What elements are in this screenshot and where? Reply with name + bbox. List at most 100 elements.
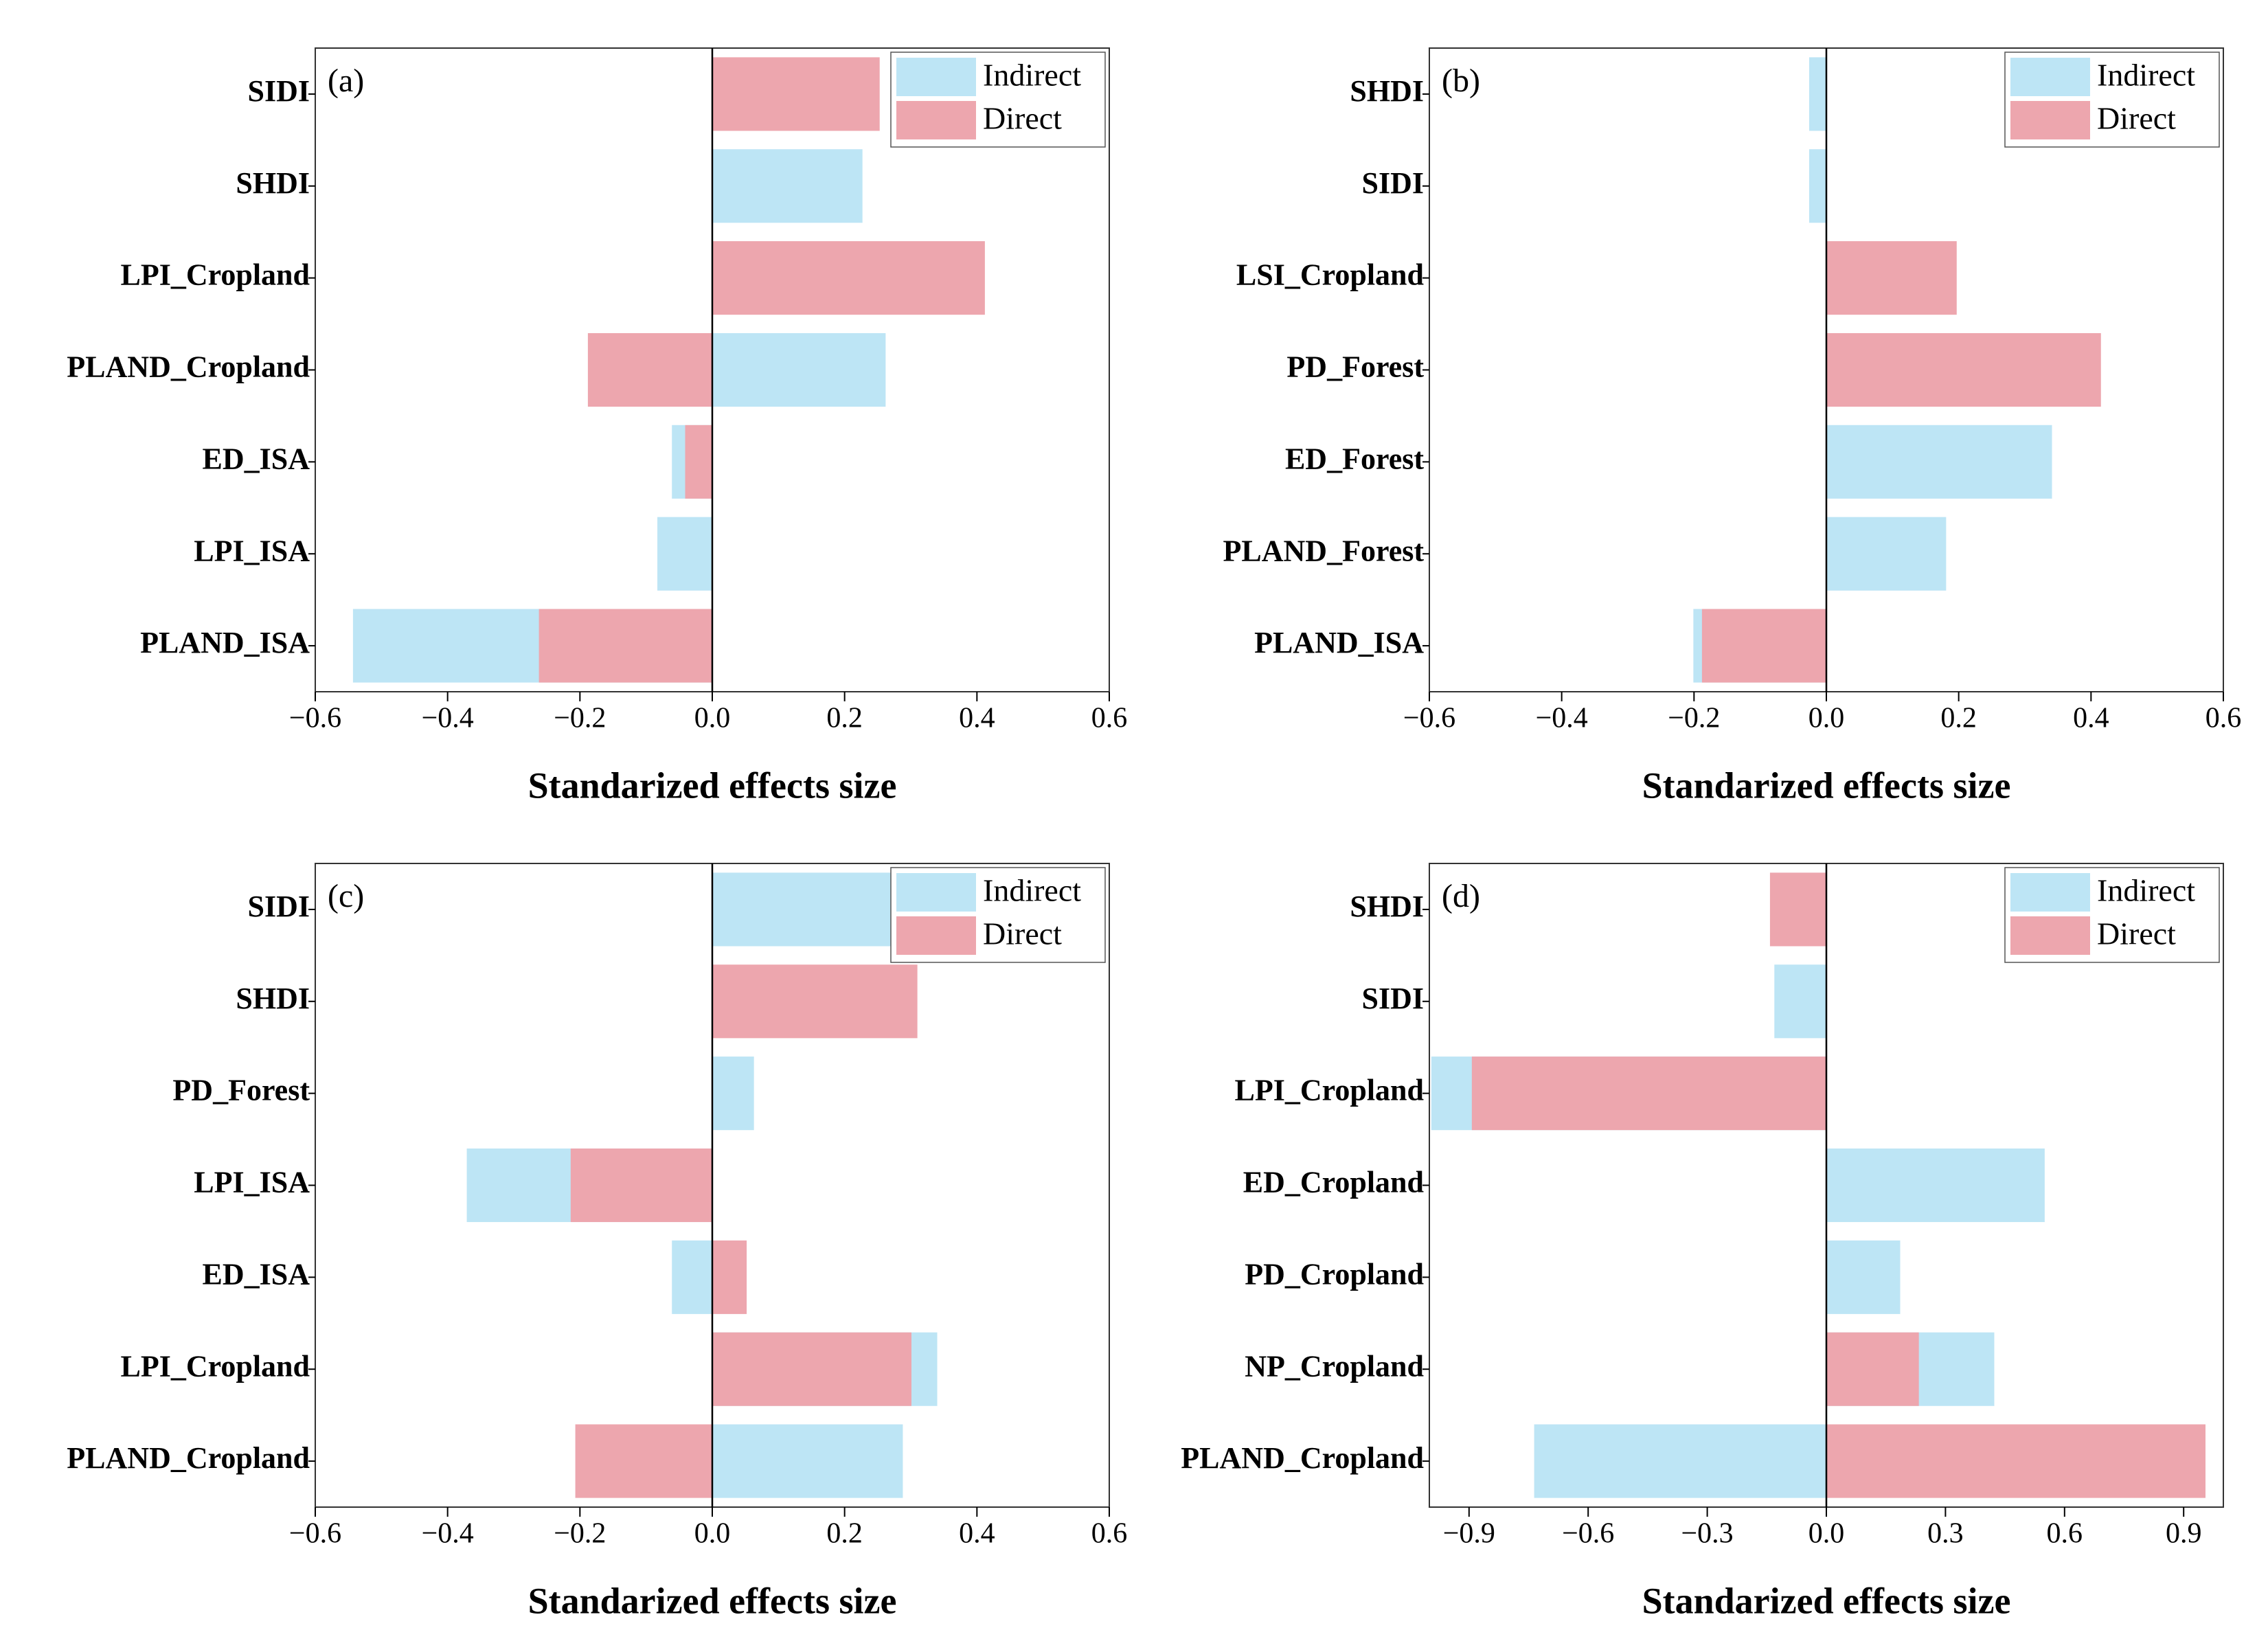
x-axis-label: Standarized effects size [528, 765, 897, 806]
x-tick-label: −0.2 [1668, 703, 1720, 734]
x-tick-label: −0.6 [1403, 703, 1455, 734]
bar [1826, 241, 1957, 315]
y-tick-label: PLAND_ISA [1254, 626, 1424, 659]
legend-label: Indirect [2097, 58, 2195, 93]
y-tick-label: LSI_Cropland [1236, 258, 1424, 292]
legend-swatch [896, 916, 976, 955]
bar [1826, 517, 1947, 591]
legend-swatch [2010, 101, 2090, 139]
x-tick-label: 0.6 [1091, 1518, 1128, 1550]
y-tick-label: PLAND_Cropland [67, 350, 310, 384]
bar [575, 1424, 712, 1498]
panel-label: (a) [328, 63, 364, 99]
legend-label: Direct [983, 101, 1062, 136]
bar [712, 1424, 903, 1498]
x-tick-label: −0.4 [422, 703, 474, 734]
x-tick-label: 0.0 [694, 703, 731, 734]
legend-swatch [2010, 916, 2090, 955]
x-tick-label: −0.3 [1681, 1518, 1734, 1550]
y-tick-label: ED_ISA [203, 1257, 310, 1291]
bar [712, 1240, 747, 1314]
y-tick-label: NP_Cropland [1245, 1349, 1424, 1383]
bar [712, 149, 863, 223]
y-tick-label: ED_Forest [1285, 442, 1424, 475]
bar [712, 1056, 754, 1131]
y-tick-label: LPI_Cropland [121, 258, 310, 292]
y-tick-label: PLAND_Cropland [1181, 1441, 1424, 1475]
legend-label: Direct [2097, 101, 2176, 136]
x-tick-label: 0.6 [1091, 703, 1128, 734]
y-tick-label: SIDI [248, 74, 310, 108]
y-tick-label: ED_Cropland [1243, 1166, 1424, 1199]
x-tick-label: 0.0 [1808, 703, 1845, 734]
x-tick-label: 0.0 [1808, 1518, 1845, 1550]
bar [657, 517, 712, 591]
x-tick-label: −0.2 [554, 1518, 606, 1550]
y-tick-label: LPI_ISA [194, 534, 310, 567]
y-tick-label: PD_Cropland [1245, 1257, 1424, 1291]
bar [1471, 1056, 1826, 1131]
x-tick-label: 0.4 [959, 703, 995, 734]
bar [1826, 425, 2052, 499]
x-axis-label: Standarized effects size [1642, 765, 2011, 806]
bar [1826, 332, 2101, 407]
x-tick-label: 0.6 [2205, 703, 2242, 734]
y-tick-label: PD_Forest [172, 1074, 310, 1107]
legend-label: Direct [2097, 916, 2176, 951]
x-tick-label: −0.6 [289, 703, 341, 734]
panel-label: (d) [1442, 878, 1480, 914]
y-tick-label: PLAND_ISA [140, 626, 310, 659]
y-tick-label: SIDI [1362, 166, 1425, 200]
x-tick-label: −0.2 [554, 703, 606, 734]
bar [1774, 964, 1826, 1039]
legend-label: Indirect [2097, 873, 2195, 908]
bar [1808, 57, 1826, 131]
x-tick-label: −0.9 [1443, 1518, 1495, 1550]
bar [1826, 1332, 1919, 1406]
bar [1769, 872, 1826, 947]
bar [538, 609, 712, 683]
y-tick-label: ED_ISA [203, 442, 310, 475]
bar [712, 1332, 911, 1406]
x-tick-label: −0.4 [422, 1518, 474, 1550]
bar [1826, 1240, 1901, 1314]
x-tick-label: 0.2 [826, 703, 863, 734]
bar [1534, 1424, 1826, 1498]
y-tick-label: LPI_Cropland [121, 1349, 310, 1383]
panel-label: (c) [328, 878, 364, 914]
bar [1826, 1148, 2045, 1223]
x-tick-label: 0.4 [2073, 703, 2109, 734]
y-tick-label: SHDI [1350, 74, 1424, 108]
legend-label: Direct [983, 916, 1062, 951]
y-tick-label: PLAND_Forest [1223, 534, 1425, 567]
x-tick-label: −0.6 [1562, 1518, 1614, 1550]
y-tick-label: LPI_Cropland [1235, 1074, 1425, 1107]
legend-swatch [896, 58, 976, 96]
bar [712, 241, 985, 315]
y-tick-label: SIDI [248, 890, 310, 923]
x-tick-label: 0.9 [2166, 1518, 2202, 1550]
legend-label: Indirect [983, 873, 1081, 908]
y-tick-label: PLAND_Cropland [67, 1441, 310, 1475]
legend-swatch [896, 101, 976, 139]
legend-swatch [896, 873, 976, 912]
legend-swatch [2010, 58, 2090, 96]
x-tick-label: −0.4 [1536, 703, 1588, 734]
x-tick-label: −0.6 [289, 1518, 341, 1550]
bar [685, 425, 712, 499]
bar [587, 332, 712, 407]
bar [712, 57, 880, 131]
legend-label: Indirect [983, 58, 1081, 93]
panel-label: (b) [1442, 63, 1480, 99]
x-axis-label: Standarized effects size [528, 1580, 897, 1621]
y-tick-label: PD_Forest [1286, 350, 1424, 384]
y-tick-label: LPI_ISA [194, 1166, 310, 1199]
x-tick-label: 0.3 [1927, 1518, 1964, 1550]
x-tick-label: 0.6 [2047, 1518, 2083, 1550]
x-tick-label: 0.2 [826, 1518, 863, 1550]
bar [1701, 609, 1826, 683]
y-tick-label: SHDI [236, 982, 310, 1015]
bar [570, 1148, 712, 1223]
bar [712, 964, 918, 1039]
